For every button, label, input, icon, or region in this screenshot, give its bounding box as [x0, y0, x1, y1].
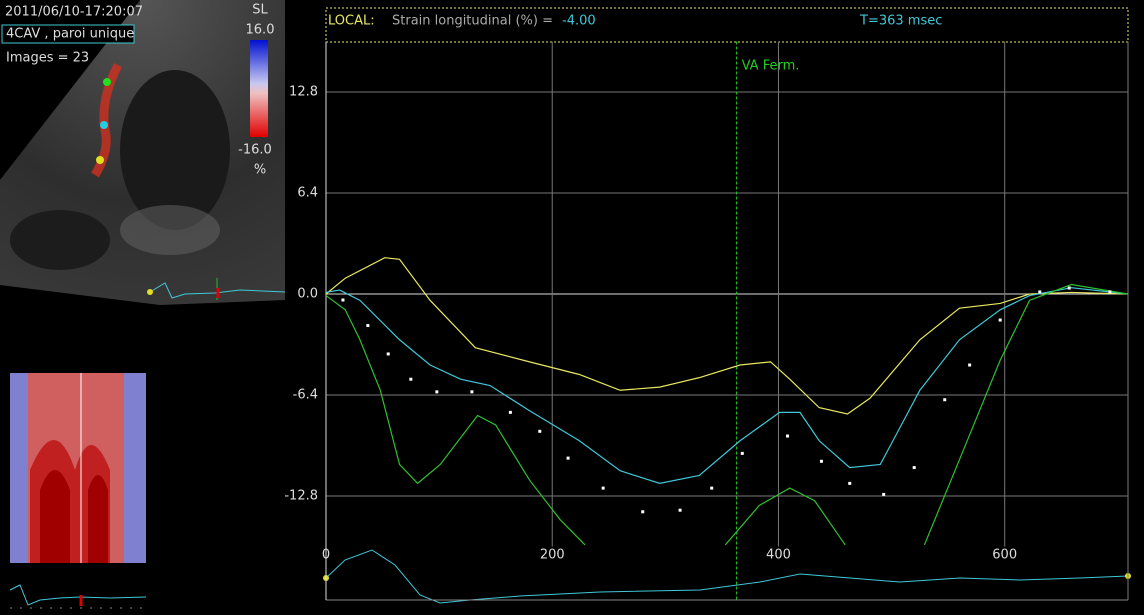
mmode-band — [10, 373, 28, 563]
colorbar-min: -16.0 — [238, 143, 272, 158]
data-point — [386, 352, 390, 356]
cavity — [10, 210, 110, 270]
colorbar-max: 16.0 — [246, 23, 275, 38]
data-point — [1067, 286, 1071, 290]
data-point — [968, 363, 972, 367]
series-line — [325, 287, 1129, 484]
x-tick-label: 200 — [540, 548, 565, 563]
view-label: 4CAV , paroi unique — [6, 27, 134, 42]
data-point — [786, 434, 790, 438]
data-point — [848, 481, 852, 485]
series-line — [325, 283, 1129, 546]
data-point — [435, 390, 439, 394]
view-box — [1, 24, 135, 44]
mmode-band — [40, 470, 108, 563]
tracking-point — [100, 121, 108, 129]
tracking-point — [96, 156, 104, 164]
data-point — [566, 456, 570, 460]
series-line — [325, 257, 1129, 415]
local-label: LOCAL: — [328, 14, 375, 29]
data-point — [508, 410, 512, 414]
tissue — [120, 205, 220, 255]
time-label: T=363 msec — [859, 14, 942, 29]
data-point — [912, 466, 916, 470]
y-tick-label: 0.0 — [297, 287, 318, 302]
header-box — [325, 7, 1129, 43]
y-tick-label: 12.8 — [289, 85, 318, 100]
ecg-mini — [9, 584, 147, 606]
tracking-point — [103, 78, 111, 86]
images-label: Images = 23 — [6, 51, 89, 66]
colorbar-unit: % — [254, 163, 266, 178]
data-point — [678, 508, 682, 512]
y-tick-label: -6.4 — [293, 388, 318, 403]
data-point — [819, 459, 823, 463]
data-point — [998, 318, 1002, 322]
x-tick-label: 600 — [992, 548, 1017, 563]
data-point — [710, 486, 714, 490]
data-point — [882, 492, 886, 496]
data-point — [366, 324, 370, 328]
ecg-dot — [147, 289, 153, 295]
data-point — [538, 429, 542, 433]
timestamp: 2011/06/10-17:20:07 — [5, 5, 143, 20]
data-point — [1108, 290, 1112, 294]
event-label: VA Ferm. — [742, 59, 800, 74]
mmode-band — [124, 373, 146, 563]
data-point — [740, 451, 744, 455]
cavity — [120, 70, 230, 230]
data-point — [1038, 290, 1042, 294]
y-tick-label: 6.4 — [297, 186, 318, 201]
colorbar-title: SL — [252, 3, 268, 18]
y-tick-label: -12.8 — [284, 489, 318, 504]
data-point — [601, 486, 605, 490]
data-point — [943, 398, 947, 402]
data-point — [641, 510, 645, 514]
data-point — [409, 377, 413, 381]
current-value: -4.00 — [562, 14, 596, 29]
chart-title: Strain longitudinal (%) = — [392, 14, 553, 29]
colorbar — [250, 40, 268, 137]
label-bg — [0, 0, 140, 14]
data-point — [470, 390, 474, 394]
x-tick-label: 400 — [766, 548, 791, 563]
ecg-mini — [149, 282, 286, 299]
ecg-trace — [325, 549, 1129, 604]
data-point — [341, 298, 345, 302]
